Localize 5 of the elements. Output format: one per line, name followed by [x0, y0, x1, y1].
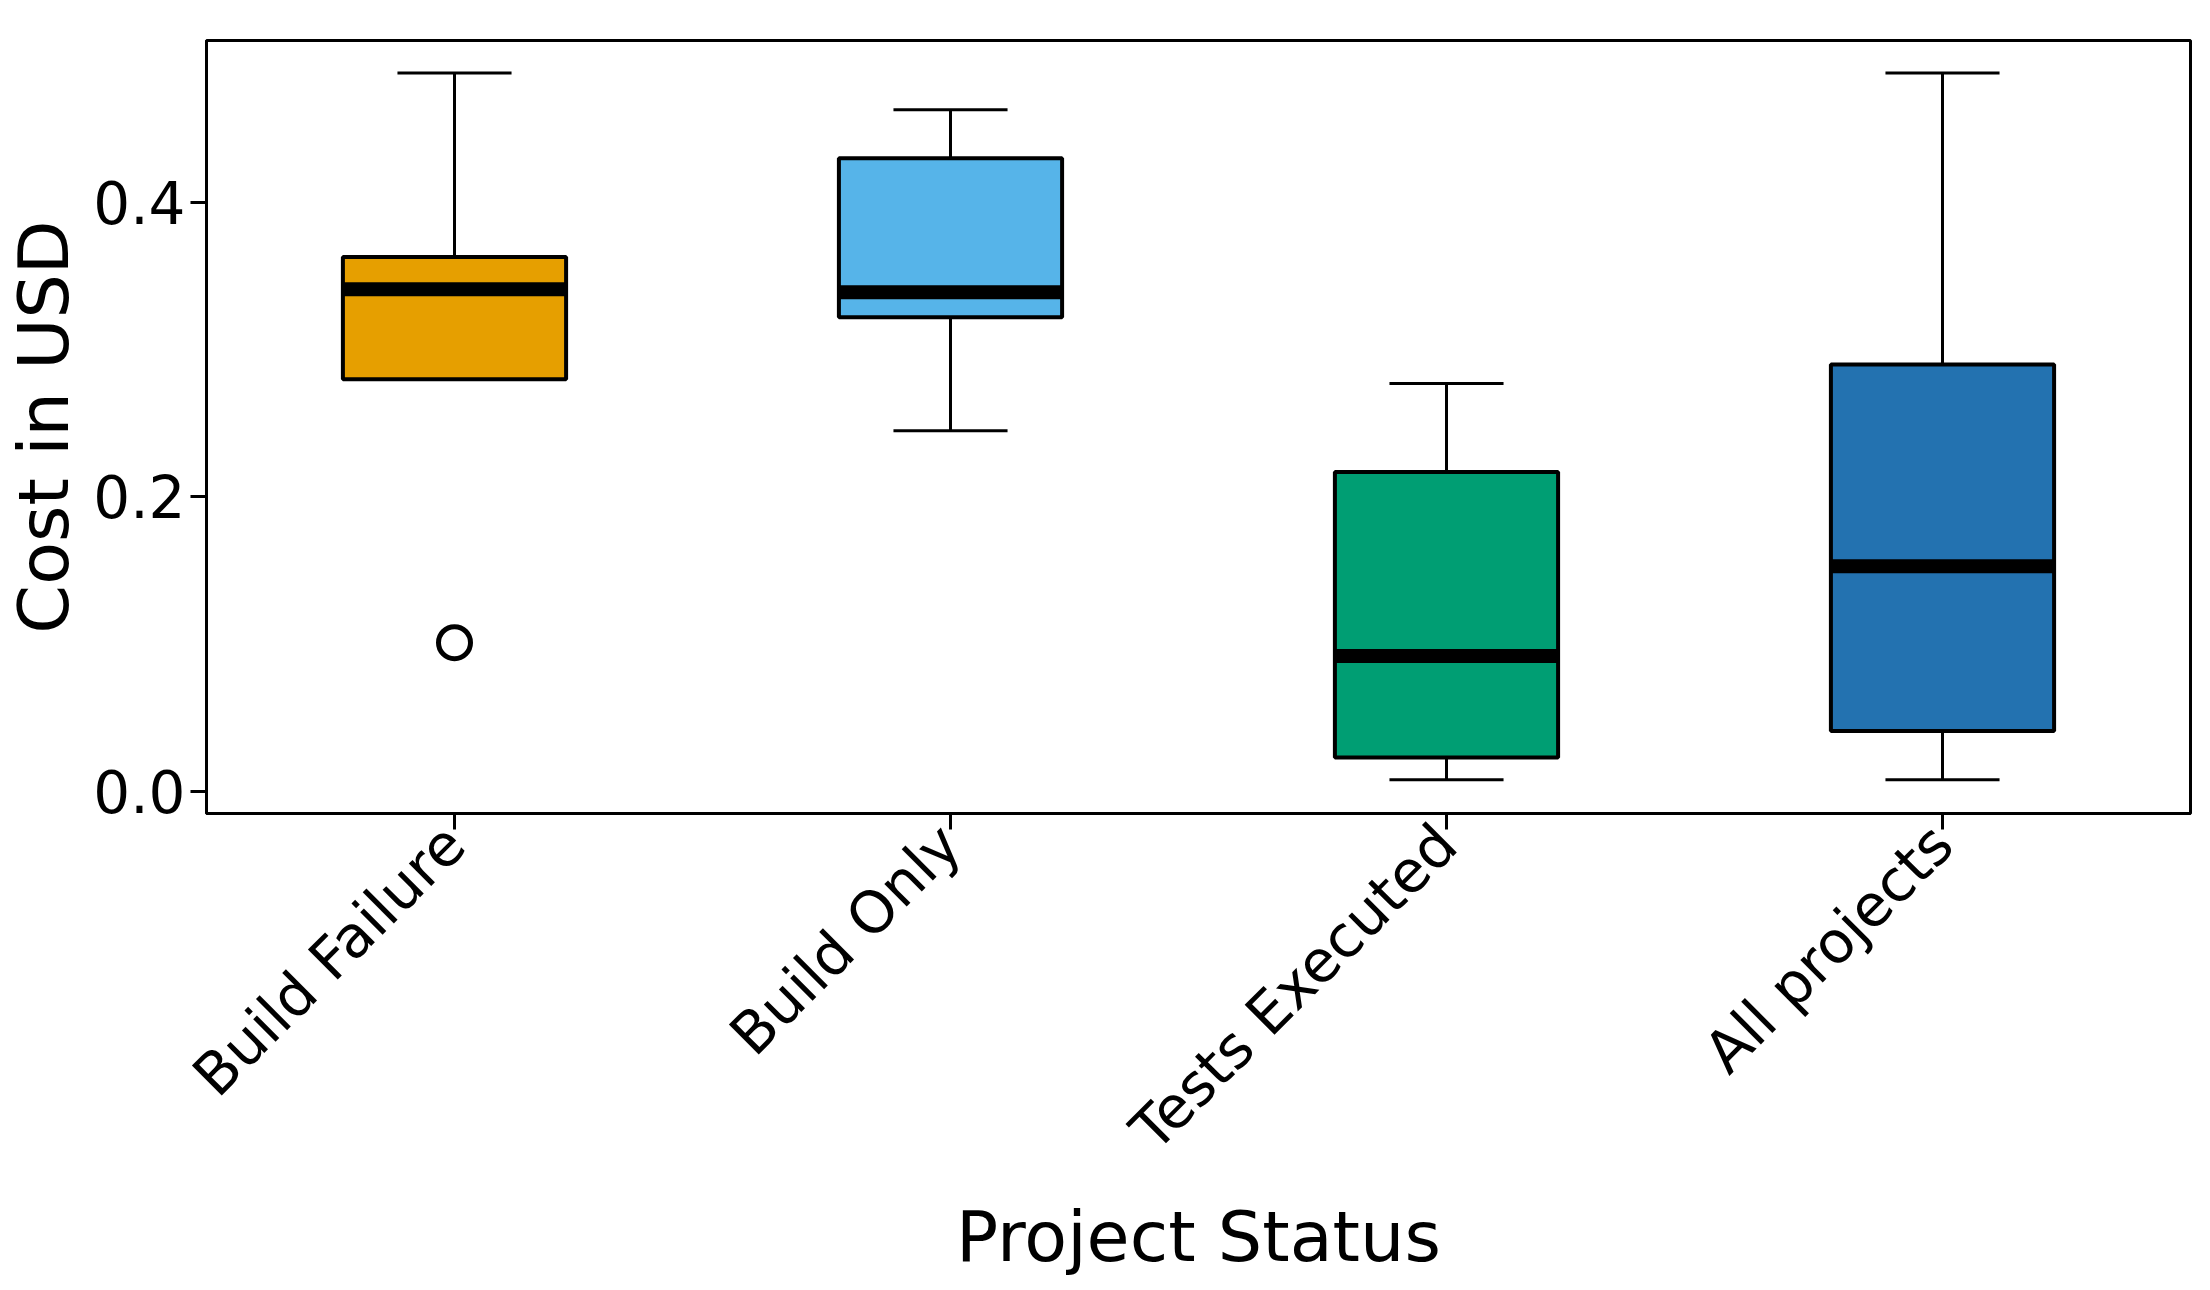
x-axis-title: Project Status	[956, 1195, 1441, 1278]
y-tick-label: 0.0	[93, 758, 186, 827]
y-axis-title: Cost in USD	[3, 220, 86, 634]
y-tick-label: 0.2	[93, 464, 186, 533]
y-tick-label: 0.4	[93, 169, 186, 238]
